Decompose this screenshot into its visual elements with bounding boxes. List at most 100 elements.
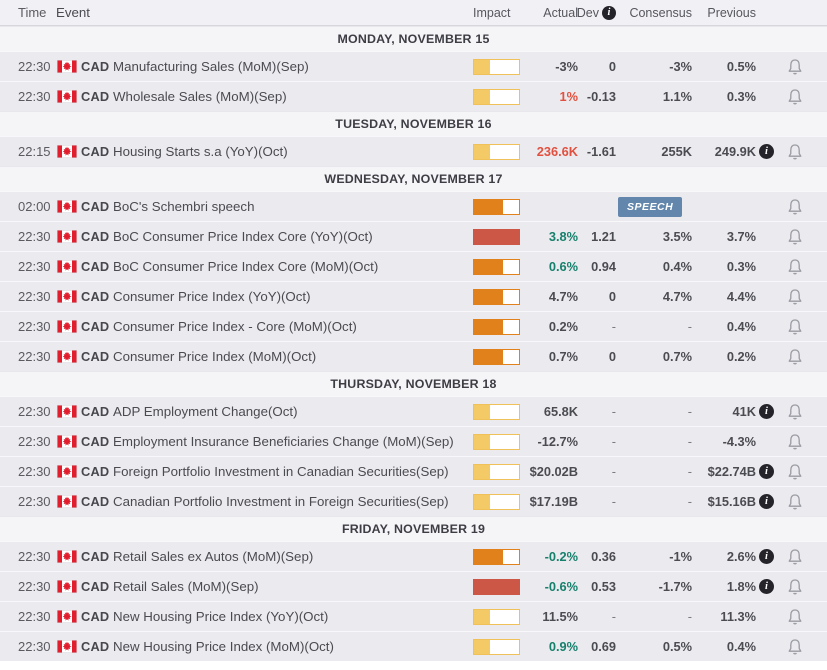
actual-value: 236.6K [536, 144, 578, 159]
set-alert-button[interactable] [778, 403, 827, 421]
column-header-consensus: Consensus [629, 5, 692, 20]
set-alert-button[interactable] [778, 258, 827, 276]
impact-meter-high [473, 578, 520, 595]
event-row: 22:30 CAD Canadian Portfolio Investment in… [0, 486, 827, 516]
previous-value: $15.16B [707, 494, 756, 509]
set-alert-button[interactable] [778, 608, 827, 626]
info-icon[interactable]: i [759, 464, 774, 479]
set-alert-button[interactable] [778, 638, 827, 656]
set-alert-button[interactable] [778, 548, 827, 566]
previous-info-cell: i [756, 144, 778, 159]
event-currency: CAD [56, 579, 110, 594]
event-currency: CAD [56, 259, 110, 274]
event-time: 22:30 [18, 579, 51, 594]
info-icon[interactable]: i [602, 5, 616, 20]
consensus-value: SPEECH [616, 196, 692, 217]
consensus-value: 1.1% [662, 89, 692, 104]
event-row: 22:30 CAD BoC Consumer Price Index Core (Y… [0, 221, 827, 251]
actual-value: 4.7% [548, 289, 578, 304]
bell-icon [788, 638, 802, 654]
event-name[interactable]: Employment Insurance Beneficiaries Chang… [113, 434, 454, 449]
impact-meter-low [473, 608, 520, 625]
impact-cell [473, 228, 520, 245]
event-currency: CAD [56, 494, 109, 509]
canada-flag-icon [57, 145, 77, 158]
set-alert-button[interactable] [778, 348, 827, 366]
info-icon[interactable]: i [759, 549, 774, 564]
info-icon[interactable]: i [759, 404, 774, 419]
calendar-rows: MONDAY, NOVEMBER 15 22:30 CAD Manufacturing… [0, 26, 827, 661]
event-currency: CAD [56, 289, 109, 304]
event-name[interactable]: Manufacturing Sales (MoM)(Sep) [113, 59, 309, 74]
consensus-value: - [687, 434, 692, 449]
event-row: 22:30 CAD Consumer Price Index (MoM)(Oct) 0… [0, 341, 827, 371]
event-row: 22:30 CAD New Housing Price Index (MoM)(Oc… [0, 631, 827, 661]
impact-meter-low [473, 58, 520, 75]
currency-code: CAD [81, 259, 110, 274]
deviation-value: -1.61 [586, 144, 616, 159]
info-icon[interactable]: i [759, 494, 774, 509]
event-name[interactable]: Foreign Portfolio Investment in Canadian… [113, 464, 449, 479]
event-row: 22:30 CAD Consumer Price Index - Core (MoM… [0, 311, 827, 341]
event-name[interactable]: Retail Sales (MoM)(Sep) [113, 579, 259, 594]
set-alert-button[interactable] [778, 578, 827, 596]
event-name[interactable]: Consumer Price Index - Core (MoM)(Oct) [113, 319, 357, 334]
canada-flag-icon [57, 580, 77, 593]
currency-code: CAD [81, 579, 110, 594]
set-alert-button[interactable] [778, 288, 827, 306]
event-name[interactable]: New Housing Price Index (YoY)(Oct) [113, 609, 329, 624]
set-alert-button[interactable] [778, 433, 827, 451]
event-time: 22:30 [18, 259, 51, 274]
currency-code: CAD [81, 434, 110, 449]
set-alert-button[interactable] [778, 198, 827, 216]
canada-flag-icon [57, 550, 77, 563]
set-alert-button[interactable] [778, 88, 827, 106]
event-name[interactable]: BoC's Schembri speech [113, 199, 255, 214]
deviation-value: 0.94 [591, 259, 616, 274]
currency-code: CAD [81, 464, 110, 479]
set-alert-button[interactable] [778, 493, 827, 511]
event-name[interactable]: BoC Consumer Price Index Core (YoY)(Oct) [113, 229, 373, 244]
event-currency: CAD [56, 59, 109, 74]
deviation-value: - [611, 404, 616, 419]
event-currency: CAD [56, 549, 109, 564]
event-time: 22:30 [18, 319, 51, 334]
impact-cell [473, 578, 520, 595]
event-name[interactable]: Canadian Portfolio Investment in Foreign… [113, 494, 449, 509]
previous-info-cell: i [756, 579, 778, 594]
bell-icon [788, 288, 802, 304]
deviation-value: 0 [608, 289, 616, 304]
bell-icon [788, 58, 802, 74]
event-currency: CAD [56, 404, 110, 419]
deviation-value: 0.69 [591, 639, 616, 654]
set-alert-button[interactable] [778, 228, 827, 246]
previous-value: 0.4% [726, 639, 756, 654]
set-alert-button[interactable] [778, 58, 827, 76]
event-name[interactable]: Retail Sales ex Autos (MoM)(Sep) [113, 549, 314, 564]
event-name[interactable]: ADP Employment Change(Oct) [113, 404, 298, 419]
bell-icon [788, 143, 802, 159]
impact-meter-medium [473, 288, 520, 305]
event-time: 22:15 [18, 144, 51, 159]
info-icon[interactable]: i [759, 579, 774, 594]
event-name[interactable]: BoC Consumer Price Index Core (MoM)(Oct) [113, 259, 379, 274]
set-alert-button[interactable] [778, 463, 827, 481]
event-name[interactable]: Consumer Price Index (YoY)(Oct) [113, 289, 311, 304]
info-icon[interactable]: i [759, 144, 774, 159]
impact-meter-fill [474, 349, 503, 364]
consensus-value: -1.7% [658, 579, 692, 594]
set-alert-button[interactable] [778, 143, 827, 161]
event-name[interactable]: Wholesale Sales (MoM)(Sep) [113, 89, 287, 104]
deviation-value: - [611, 434, 616, 449]
event-name[interactable]: Consumer Price Index (MoM)(Oct) [113, 349, 317, 364]
currency-code: CAD [81, 404, 110, 419]
event-name[interactable]: Housing Starts s.a (YoY)(Oct) [113, 144, 288, 159]
impact-cell [473, 318, 520, 335]
set-alert-button[interactable] [778, 318, 827, 336]
actual-value: 1% [559, 89, 579, 104]
day-header: THURSDAY, NOVEMBER 18 [0, 371, 827, 396]
impact-meter-fill [474, 229, 519, 244]
event-name[interactable]: New Housing Price Index (MoM)(Oct) [113, 639, 334, 654]
actual-value: 0.7% [548, 349, 578, 364]
actual-value: -3% [555, 59, 578, 74]
